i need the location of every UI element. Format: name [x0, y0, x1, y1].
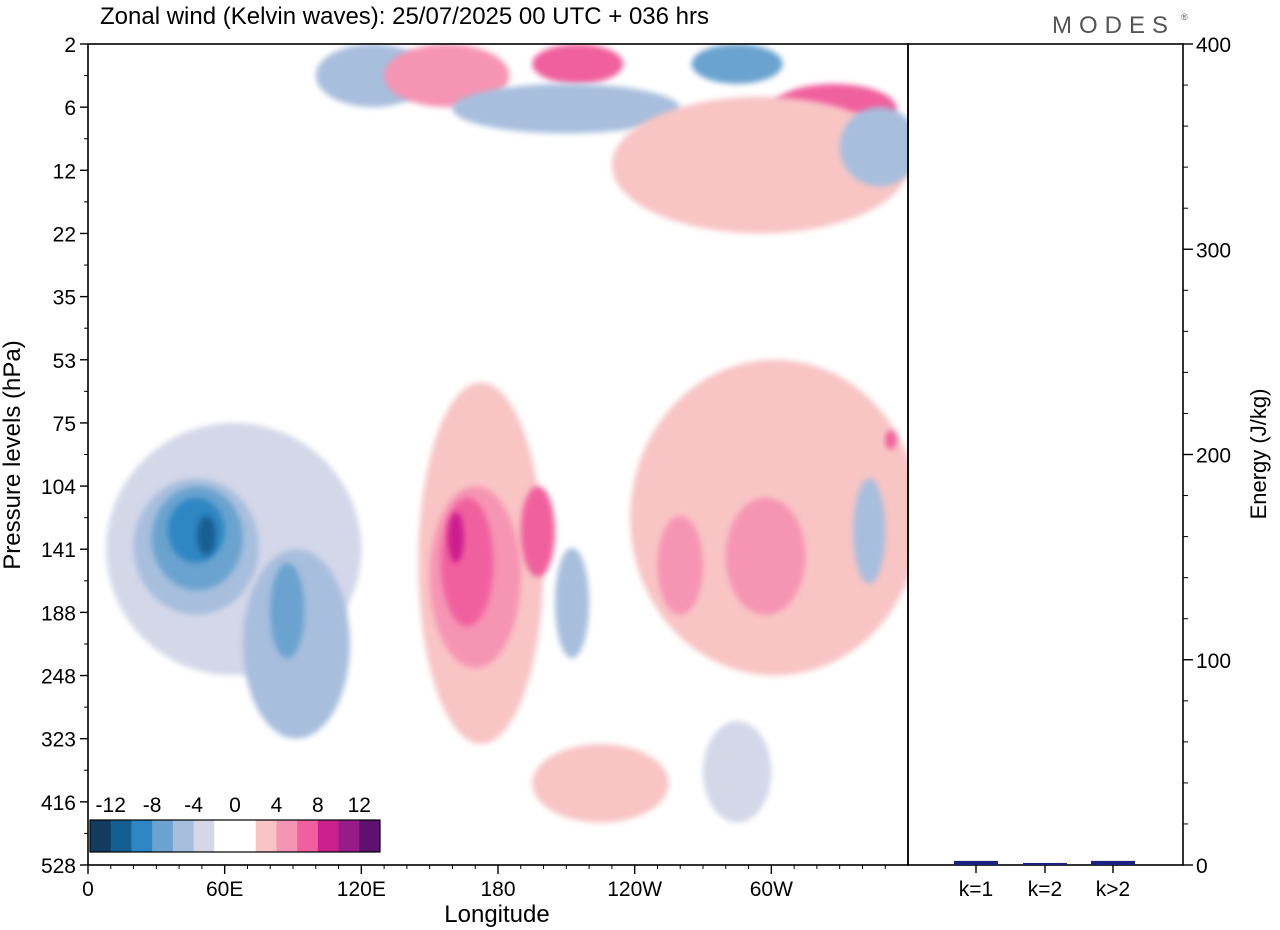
colorbar-swatch: [90, 820, 112, 852]
y-tick-label: 22: [53, 223, 76, 246]
contour-blob: [452, 83, 681, 134]
contour-blob: [839, 107, 908, 187]
pressure-axis: 2 6 12 22 35 53 75 104 141 188 248 323 416 528: [41, 34, 88, 878]
colorbar-label: 4: [271, 794, 283, 817]
contour-blob: [532, 744, 669, 823]
contour-blob: [611, 96, 908, 234]
x-tick-label: 180: [480, 878, 515, 901]
colorbar-label: 0: [229, 794, 241, 817]
energy-category-label: k=1: [959, 878, 993, 901]
colorbar-swatch: [172, 820, 195, 852]
y-tick-label: 35: [53, 287, 76, 310]
colorbar-swatch: [297, 820, 319, 852]
energy-tick-label: 200: [1196, 445, 1231, 468]
y-tick-label: 248: [41, 666, 76, 689]
y-tick-label: 53: [53, 350, 76, 373]
contour-blob: [447, 512, 464, 563]
x-tick-label: 120W: [607, 878, 662, 901]
y-tick-label: 323: [41, 729, 76, 752]
energy-axis-label: Energy (J/kg): [1246, 389, 1271, 520]
contour-blob: [703, 721, 772, 823]
y-tick-label: 2: [64, 34, 76, 57]
colorbar-swatch: [131, 820, 153, 852]
energy-bar: [1091, 860, 1135, 865]
colorbar-swatch: [255, 820, 277, 852]
contour-blob: [197, 515, 216, 556]
colorbar-swatch: [193, 820, 215, 852]
y-axis-label: Pressure levels (hPa): [0, 340, 26, 569]
contour-blob: [441, 497, 494, 627]
contour-blob: [657, 515, 703, 615]
energy-category-label: k=2: [1028, 878, 1062, 901]
energy-bar: [1023, 862, 1067, 865]
y-tick-label: 416: [41, 792, 76, 815]
colorbar: -12 -8 -4 0 4 8 12: [89, 794, 381, 853]
y-tick-label: 528: [41, 855, 76, 878]
y-tick-label: 104: [41, 476, 76, 499]
contour-blob: [270, 562, 305, 659]
energy-panel-frame: [907, 43, 1184, 866]
energy-category-label: k>2: [1096, 878, 1130, 901]
colorbar-frame: [89, 819, 381, 853]
energy-tick-label: 100: [1196, 650, 1231, 673]
energy-bar-chart: 0 100 200 300 400 k=1 k=2 k>2: [954, 34, 1231, 901]
y-tick-label: 12: [53, 160, 76, 183]
colorbar-label: 8: [312, 794, 324, 817]
modes-logo: MODES: [1052, 12, 1175, 39]
colorbar-swatch: [214, 820, 236, 852]
energy-tick-label: 400: [1196, 34, 1231, 57]
energy-tick-label: 0: [1196, 855, 1208, 878]
energy-tick-label: 300: [1196, 239, 1231, 262]
contour-field: [106, 44, 908, 823]
x-tick-label: 120E: [337, 878, 386, 901]
contour-blob: [885, 430, 897, 450]
registered-mark-icon: ®: [1181, 12, 1188, 22]
colorbar-swatch: [338, 820, 360, 852]
y-tick-label: 141: [41, 539, 76, 562]
energy-bar: [954, 860, 998, 865]
x-tick-label: 60W: [750, 878, 793, 901]
longitude-axis: 0 60E 120E 180 120W 60W: [82, 865, 886, 901]
colorbar-swatch: [235, 820, 257, 852]
colorbar-label: 12: [348, 794, 371, 817]
colorbar-swatch: [359, 820, 381, 852]
y-tick-label: 188: [41, 602, 76, 625]
y-tick-label: 6: [64, 97, 76, 120]
contour-blob: [167, 497, 225, 563]
contour-blob: [725, 497, 806, 615]
contour-blob: [384, 44, 510, 108]
colorbar-label: -8: [143, 794, 162, 817]
contour-blob: [554, 547, 590, 659]
colorbar-swatch: [152, 820, 174, 852]
x-axis-label: Longitude: [444, 901, 549, 928]
x-tick-label: 60E: [206, 878, 243, 901]
contour-blob: [853, 478, 886, 584]
colorbar-swatch: [276, 820, 298, 852]
chart-title: Zonal wind (Kelvin waves): 25/07/2025 00…: [100, 3, 709, 30]
x-tick-label: 0: [82, 878, 94, 901]
colorbar-swatch: [317, 820, 340, 852]
colorbar-label: -12: [96, 794, 126, 817]
colorbar-label: -4: [184, 794, 203, 817]
y-tick-label: 75: [53, 413, 76, 436]
contour-blob: [532, 44, 624, 84]
colorbar-swatch: [110, 820, 132, 852]
contour-blob: [691, 44, 783, 84]
contour-blob: [520, 486, 555, 577]
